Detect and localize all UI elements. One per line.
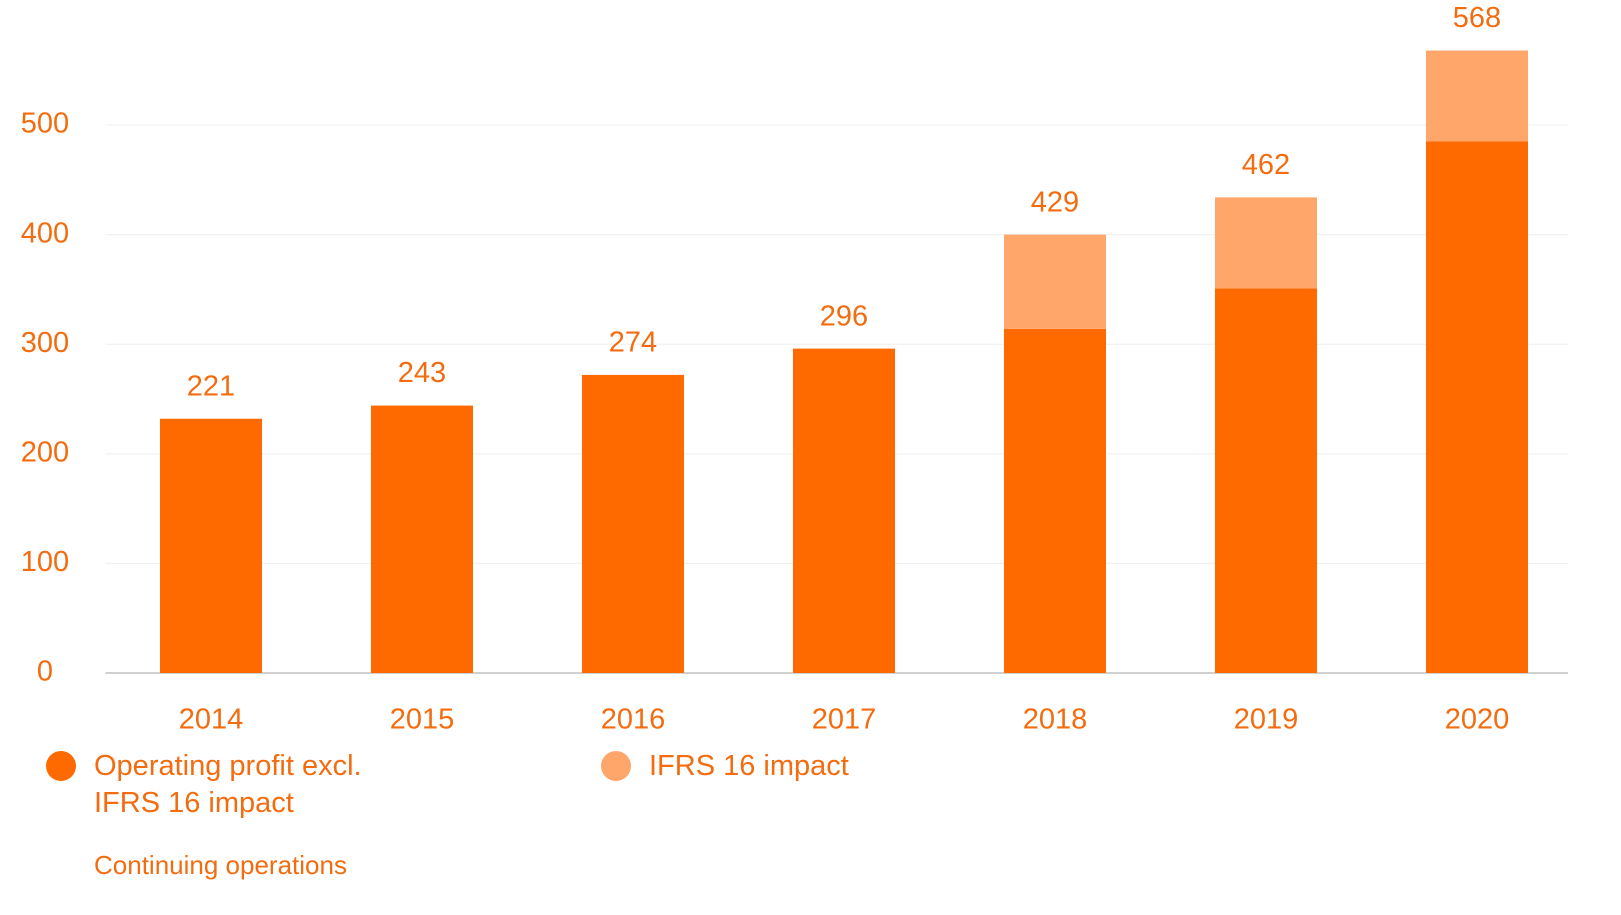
bar-segment [1004, 328, 1106, 673]
bar-segment [793, 348, 895, 673]
total-label: 274 [609, 327, 657, 359]
y-tick-label: 0 [37, 656, 53, 688]
total-label: 243 [398, 357, 446, 389]
total-label: 296 [820, 300, 868, 332]
legend-marker [46, 751, 76, 781]
bar-segment [582, 374, 684, 673]
y-tick-label: 200 [21, 436, 69, 468]
y-tick-label: 400 [21, 217, 69, 249]
total-label: 221 [187, 370, 235, 402]
legend-label: Operating profit excl. IFRS 16 impact [94, 750, 362, 819]
bar-segment [371, 405, 473, 673]
x-tick-label: 2015 [390, 704, 455, 736]
x-tick-label: 2019 [1234, 704, 1299, 736]
y-tick-label: 500 [21, 108, 69, 140]
x-tick-label: 2016 [601, 704, 666, 736]
legend-label: IFRS 16 impact [649, 750, 849, 782]
total-label: 429 [1031, 186, 1079, 218]
bar-segment [1004, 234, 1106, 329]
legend-marker [601, 751, 631, 781]
y-tick-label: 100 [21, 546, 69, 578]
x-tick-label: 2020 [1445, 704, 1510, 736]
total-label: 568 [1453, 2, 1501, 34]
x-tick-label: 2017 [812, 704, 877, 736]
total-label: 462 [1242, 149, 1290, 181]
bar-segment [1426, 141, 1528, 673]
x-tick-label: 2018 [1023, 704, 1088, 736]
bar-segment [1215, 288, 1317, 673]
note: Continuing operations [94, 850, 347, 880]
y-tick-label: 300 [21, 327, 69, 359]
x-tick-label: 2014 [179, 704, 244, 736]
bar-segment [1215, 197, 1317, 289]
bar-segment [160, 418, 262, 673]
bar-segment [1426, 50, 1528, 142]
